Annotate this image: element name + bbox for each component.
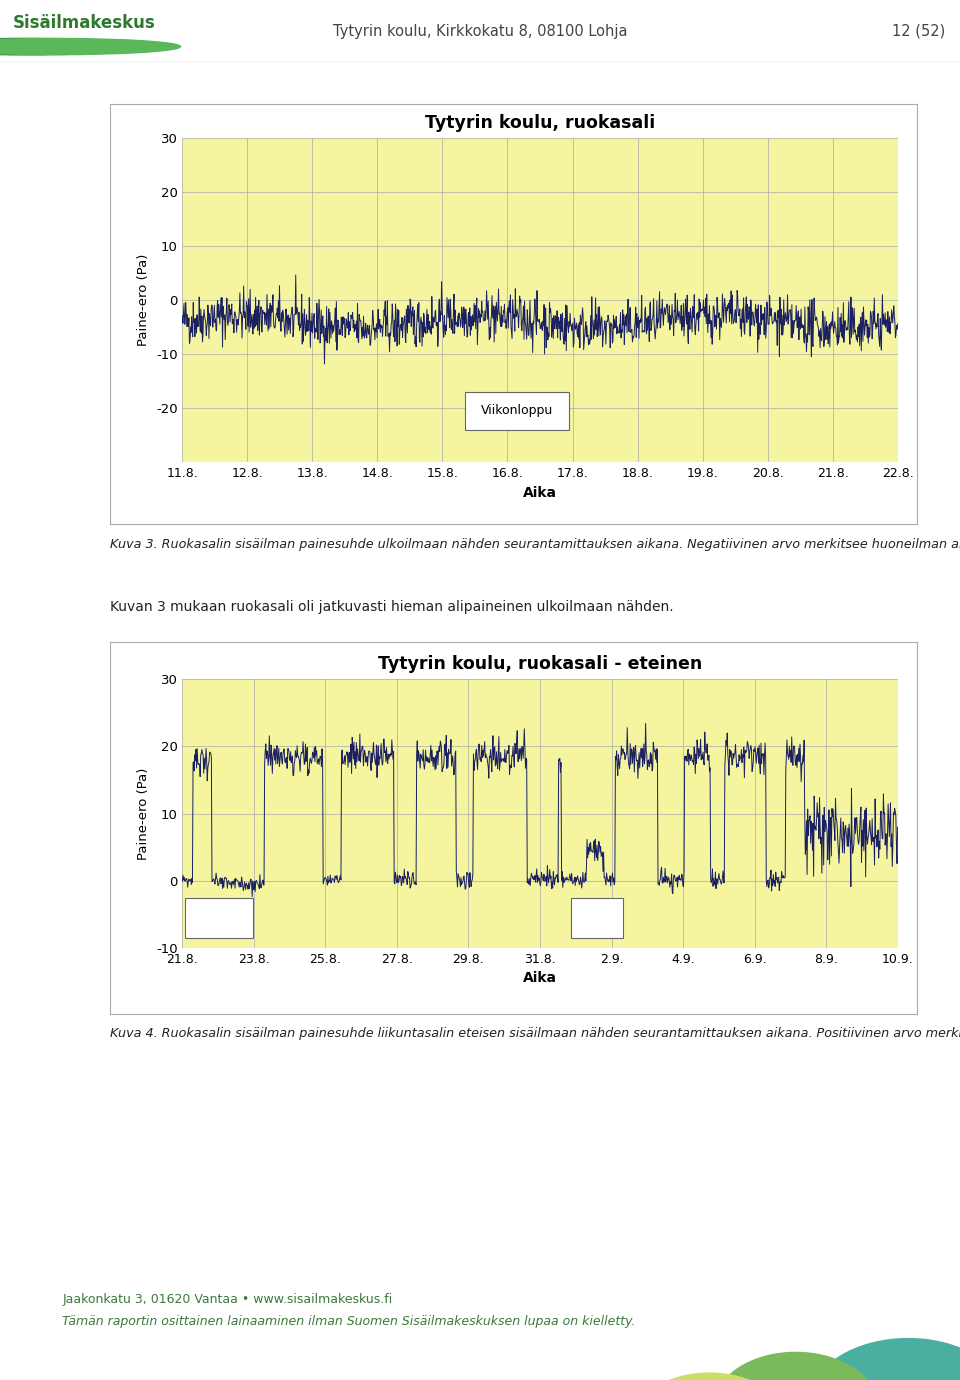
- FancyBboxPatch shape: [184, 897, 252, 938]
- Title: Tytyrin koulu, ruokasali: Tytyrin koulu, ruokasali: [425, 115, 655, 132]
- Text: Kuva 3. Ruokasalin sisäilman painesuhde ulkoilmaan nähden seurantamittauksen aik: Kuva 3. Ruokasalin sisäilman painesuhde …: [110, 538, 960, 551]
- Ellipse shape: [634, 1373, 785, 1380]
- Ellipse shape: [811, 1339, 960, 1380]
- Title: Tytyrin koulu, ruokasali - eteinen: Tytyrin koulu, ruokasali - eteinen: [378, 656, 702, 673]
- Y-axis label: Paine-ero (Pa): Paine-ero (Pa): [137, 254, 151, 346]
- Circle shape: [0, 39, 142, 55]
- X-axis label: Aika: Aika: [523, 972, 557, 985]
- Text: Kuvan 3 mukaan ruokasali oli jatkuvasti hieman alipaineinen ulkoilmaan nähden.: Kuvan 3 mukaan ruokasali oli jatkuvasti …: [110, 600, 674, 614]
- Circle shape: [0, 39, 180, 55]
- Text: Tytyrin koulu, Kirkkokatu 8, 08100 Lohja: Tytyrin koulu, Kirkkokatu 8, 08100 Lohja: [333, 23, 627, 39]
- Circle shape: [0, 39, 161, 55]
- Y-axis label: Paine-ero (Pa): Paine-ero (Pa): [137, 767, 151, 860]
- Text: Sisäilmakeskus: Sisäilmakeskus: [12, 14, 156, 32]
- Text: Viikonloppu: Viikonloppu: [481, 404, 553, 418]
- X-axis label: Aika: Aika: [523, 486, 557, 500]
- Text: Jaakonkatu 3, 01620 Vantaa • www.sisailmakeskus.fi: Jaakonkatu 3, 01620 Vantaa • www.sisailm…: [62, 1293, 393, 1305]
- FancyBboxPatch shape: [571, 897, 623, 938]
- Text: Tämän raportin osittainen lainaaminen ilman Suomen Sisäilmakeskuksen lupaa on ki: Tämän raportin osittainen lainaaminen il…: [62, 1315, 636, 1328]
- Text: 12 (52): 12 (52): [893, 23, 946, 39]
- FancyBboxPatch shape: [465, 392, 569, 431]
- Text: Kuva 4. Ruokasalin sisäilman painesuhde liikuntasalin eteisen sisäilmaan nähden : Kuva 4. Ruokasalin sisäilman painesuhde …: [110, 1027, 960, 1039]
- Ellipse shape: [713, 1352, 877, 1380]
